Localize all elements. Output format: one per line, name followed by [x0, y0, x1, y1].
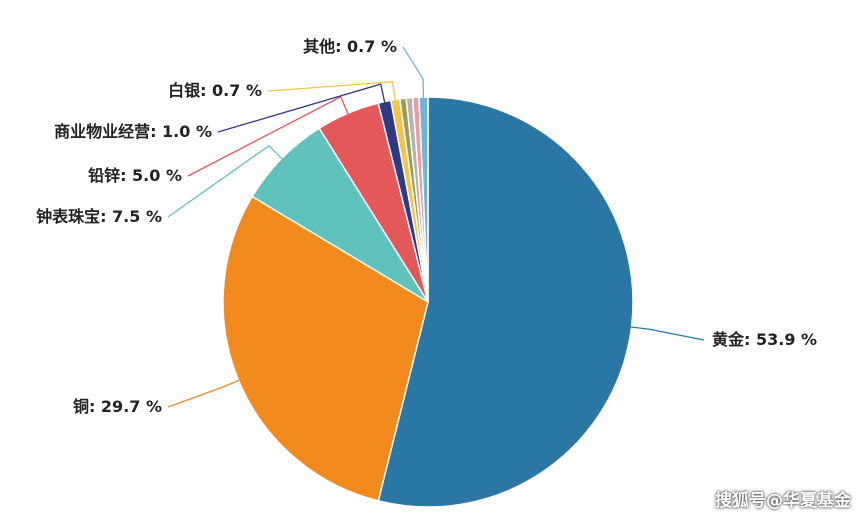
value-label: 29.7 %	[89, 397, 162, 416]
value-label: 0.7 %	[335, 37, 397, 56]
leader-line	[217, 83, 386, 133]
slice-label: 白银0.7 %	[168, 81, 262, 101]
leader-line	[187, 95, 350, 177]
slice-label: 商业物业经营1.0 %	[54, 122, 212, 142]
category-label: 其他	[303, 37, 336, 56]
leader-line	[629, 326, 705, 341]
slice-label: 其他0.7 %	[303, 37, 397, 57]
category-label: 白银	[168, 81, 201, 100]
value-label: 53.9 %	[744, 330, 817, 349]
slice-label: 黄金53.9 %	[712, 330, 817, 350]
slice-label: 铜29.7 %	[73, 397, 162, 417]
category-label: 黄金	[712, 330, 745, 349]
leader-line	[167, 379, 241, 408]
leader-line	[267, 81, 397, 102]
slice-label: 钟表珠宝7.5 %	[36, 207, 162, 227]
leader-line	[167, 144, 284, 218]
slice-label: 铅锌5.0 %	[88, 166, 182, 186]
category-label: 钟表珠宝	[36, 207, 101, 226]
value-label: 0.7 %	[200, 81, 262, 100]
category-label: 铅锌	[88, 166, 121, 185]
value-label: 7.5 %	[100, 207, 162, 226]
leader-line	[402, 46, 425, 100]
category-label: 铜	[72, 397, 89, 416]
watermark: 搜狐号@华夏基金	[715, 491, 851, 511]
value-label: 5.0 %	[120, 166, 182, 185]
value-label: 1.0 %	[150, 122, 212, 141]
category-label: 商业物业经营	[54, 122, 151, 141]
